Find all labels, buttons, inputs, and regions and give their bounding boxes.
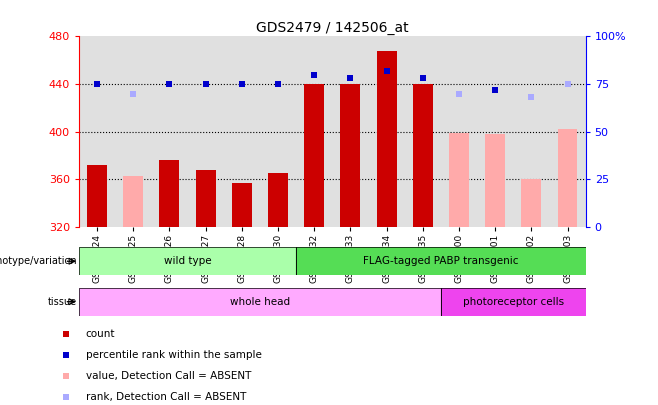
Bar xyxy=(405,36,441,227)
Text: photoreceptor cells: photoreceptor cells xyxy=(463,297,564,307)
Bar xyxy=(224,36,260,227)
Text: rank, Detection Call = ABSENT: rank, Detection Call = ABSENT xyxy=(86,392,246,402)
Bar xyxy=(123,176,143,227)
Bar xyxy=(376,51,397,227)
Bar xyxy=(87,165,107,227)
Bar xyxy=(340,84,361,227)
Bar xyxy=(232,183,252,227)
Bar xyxy=(513,36,549,227)
Bar xyxy=(549,36,586,227)
Bar xyxy=(151,36,188,227)
Bar xyxy=(485,134,505,227)
Bar xyxy=(557,129,578,227)
Text: tissue: tissue xyxy=(48,297,77,307)
Bar xyxy=(79,36,115,227)
Bar xyxy=(413,84,433,227)
Bar xyxy=(477,36,513,227)
Bar xyxy=(449,133,469,227)
Bar xyxy=(296,247,586,275)
Text: whole head: whole head xyxy=(230,297,290,307)
Text: percentile rank within the sample: percentile rank within the sample xyxy=(86,350,261,360)
Text: genotype/variation: genotype/variation xyxy=(0,256,77,266)
Text: count: count xyxy=(86,329,115,339)
Bar xyxy=(304,84,324,227)
Bar xyxy=(195,170,216,227)
Title: GDS2479 / 142506_at: GDS2479 / 142506_at xyxy=(256,21,409,35)
Bar xyxy=(79,247,296,275)
Bar xyxy=(188,36,224,227)
Bar xyxy=(159,160,180,227)
Bar xyxy=(260,36,296,227)
Bar xyxy=(441,36,477,227)
Text: FLAG-tagged PABP transgenic: FLAG-tagged PABP transgenic xyxy=(363,256,519,266)
Bar xyxy=(296,36,332,227)
Bar xyxy=(115,36,151,227)
Bar xyxy=(368,36,405,227)
Bar xyxy=(268,173,288,227)
Text: wild type: wild type xyxy=(164,256,211,266)
Bar xyxy=(332,36,368,227)
Text: value, Detection Call = ABSENT: value, Detection Call = ABSENT xyxy=(86,371,251,381)
Bar xyxy=(441,288,586,316)
Bar xyxy=(521,179,542,227)
Bar xyxy=(79,288,441,316)
